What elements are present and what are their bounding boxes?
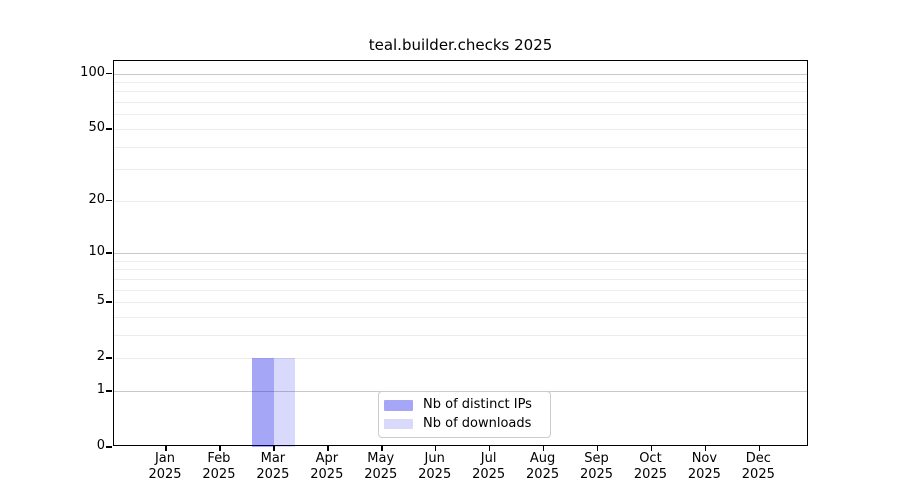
y-gridline-minor [114,91,807,93]
x-tick-mark [327,445,329,451]
y-gridline-minor [114,278,807,280]
y-gridline-minor [114,169,807,171]
y-tick-mark [106,199,112,202]
y-gridline-minor [114,269,807,271]
y-gridline-minor [114,102,807,104]
legend-item-distinct-ips: Nb of distinct IPs [384,396,544,415]
x-tick-label: Sep 2025 [579,451,614,482]
y-tick-mark [106,390,112,392]
y-tick-mark [106,301,112,303]
x-tick-mark [650,445,653,451]
y-tick-mark [106,357,112,359]
x-tick-label: Apr 2025 [310,451,344,482]
legend-swatch-distinct-ips [384,400,413,411]
x-tick-label: Nov 2025 [687,451,721,482]
x-tick-label: Jul 2025 [472,451,506,482]
y-tick-label: 1 [96,381,105,397]
legend-label-downloads: Nb of downloads [423,415,532,431]
x-tick-label: Dec 2025 [741,451,775,482]
x-tick-label: Jan 2025 [148,451,182,482]
y-tick-label: 20 [88,191,105,207]
y-tick-label: 10 [88,243,105,259]
y-tick-label: 100 [80,64,105,80]
legend-label-distinct-ips: Nb of distinct IPs [423,397,532,413]
y-tick-mark [106,446,112,448]
x-tick-label: Oct 2025 [633,451,667,482]
y-gridline-major [114,252,807,254]
y-tick-label: 0 [96,438,105,453]
bar-downloads [273,358,296,447]
y-gridline-minor [114,334,807,336]
y-gridline-minor [114,128,807,130]
y-gridline-major [114,73,807,75]
x-tick-mark [542,445,545,451]
y-gridline-minor [114,146,807,148]
legend-item-downloads: Nb of downloads [384,415,544,434]
x-tick-mark [273,445,275,451]
y-tick-mark [106,252,112,254]
legend-swatch-downloads [384,418,413,429]
x-tick-label: Mar 2025 [256,451,290,482]
x-tick-label: Feb 2025 [202,451,236,482]
x-tick-label: Aug 2025 [526,451,560,482]
x-tick-mark [381,445,383,451]
y-gridline-minor [114,200,807,202]
x-tick-mark [596,445,599,451]
y-tick-label: 50 [88,119,105,135]
y-gridline-minor [114,114,807,116]
plot-area [106,60,808,451]
y-gridline-minor [114,260,807,262]
y-gridline-minor [114,289,807,291]
y-gridline-minor [114,358,807,360]
x-tick-mark [165,445,167,451]
x-tick-mark [488,445,491,451]
chart-title: teal.builder.checks 2025 [368,36,553,54]
y-tick-mark [106,128,112,130]
x-tick-mark [219,445,221,451]
y-tick-mark [106,72,112,75]
x-tick-mark [704,445,707,451]
y-tick-label: 2 [96,349,105,365]
y-gridline-minor [114,82,807,84]
legend: Nb of distinct IPs Nb of downloads [378,391,551,438]
y-tick-label: 5 [96,293,105,309]
y-gridline-minor [114,302,807,304]
y-gridline-minor [114,316,807,318]
x-tick-label: Jun 2025 [418,451,452,482]
x-tick-mark [758,445,761,451]
bar-distinct-ips [252,358,274,447]
x-tick-label: May 2025 [364,451,398,482]
x-tick-mark [434,445,437,451]
